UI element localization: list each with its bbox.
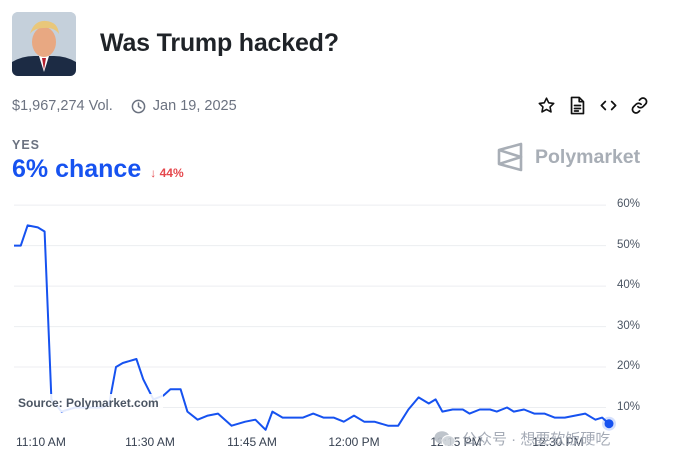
volume-text: $1,967,274 Vol. <box>12 98 113 114</box>
y-tick-label: 20% <box>617 360 641 373</box>
market-meta: $1,967,274 Vol. Jan 19, 2025 <box>12 96 237 116</box>
link-icon[interactable] <box>629 95 649 115</box>
chance-delta-value: 44% <box>159 166 184 180</box>
wechat-icon <box>434 430 456 447</box>
outcome-label: YES <box>12 138 41 152</box>
polymarket-logo: Polymarket <box>497 142 640 172</box>
market-title: Was Trump hacked? <box>100 29 339 57</box>
market-actions <box>536 95 649 115</box>
y-tick-label: 60% <box>617 198 641 211</box>
x-tick-label: 11:10 AM <box>16 435 66 449</box>
x-tick-label: 11:45 AM <box>227 435 277 449</box>
code-icon[interactable] <box>598 95 618 115</box>
watermark-text: 公众号 · 想要软饭硬吃 <box>462 431 611 448</box>
chance-value: 6% chance <box>12 155 142 183</box>
chance-row: 6% chance ↓ 44% <box>12 155 184 184</box>
source-note: Source: Polymarket.com <box>14 394 163 412</box>
yes-probability-line <box>14 224 610 431</box>
y-tick-label: 50% <box>617 238 641 251</box>
x-tick-label: 12:00 PM <box>328 435 380 449</box>
x-tick-label: 11:30 AM <box>125 435 175 449</box>
y-tick-label: 40% <box>617 279 641 292</box>
document-icon[interactable] <box>567 95 587 115</box>
polymarket-icon <box>497 142 523 172</box>
portrait-image <box>12 12 76 76</box>
y-tick-label: 30% <box>617 319 641 332</box>
x-tick-label: 12:30 PM <box>532 435 584 449</box>
market-image <box>12 12 76 76</box>
current-point <box>604 419 614 429</box>
y-tick-label: 10% <box>617 400 641 413</box>
brand-name: Polymarket <box>535 145 641 168</box>
chance-delta: ↓ 44% <box>150 166 183 180</box>
wechat-watermark: 公众号 · 想要软饭硬吃 <box>434 428 610 449</box>
end-date-text: Jan 19, 2025 <box>152 98 237 114</box>
arrow-down-icon: ↓ <box>150 166 157 180</box>
clock-icon <box>131 99 146 114</box>
star-icon[interactable] <box>536 95 556 115</box>
